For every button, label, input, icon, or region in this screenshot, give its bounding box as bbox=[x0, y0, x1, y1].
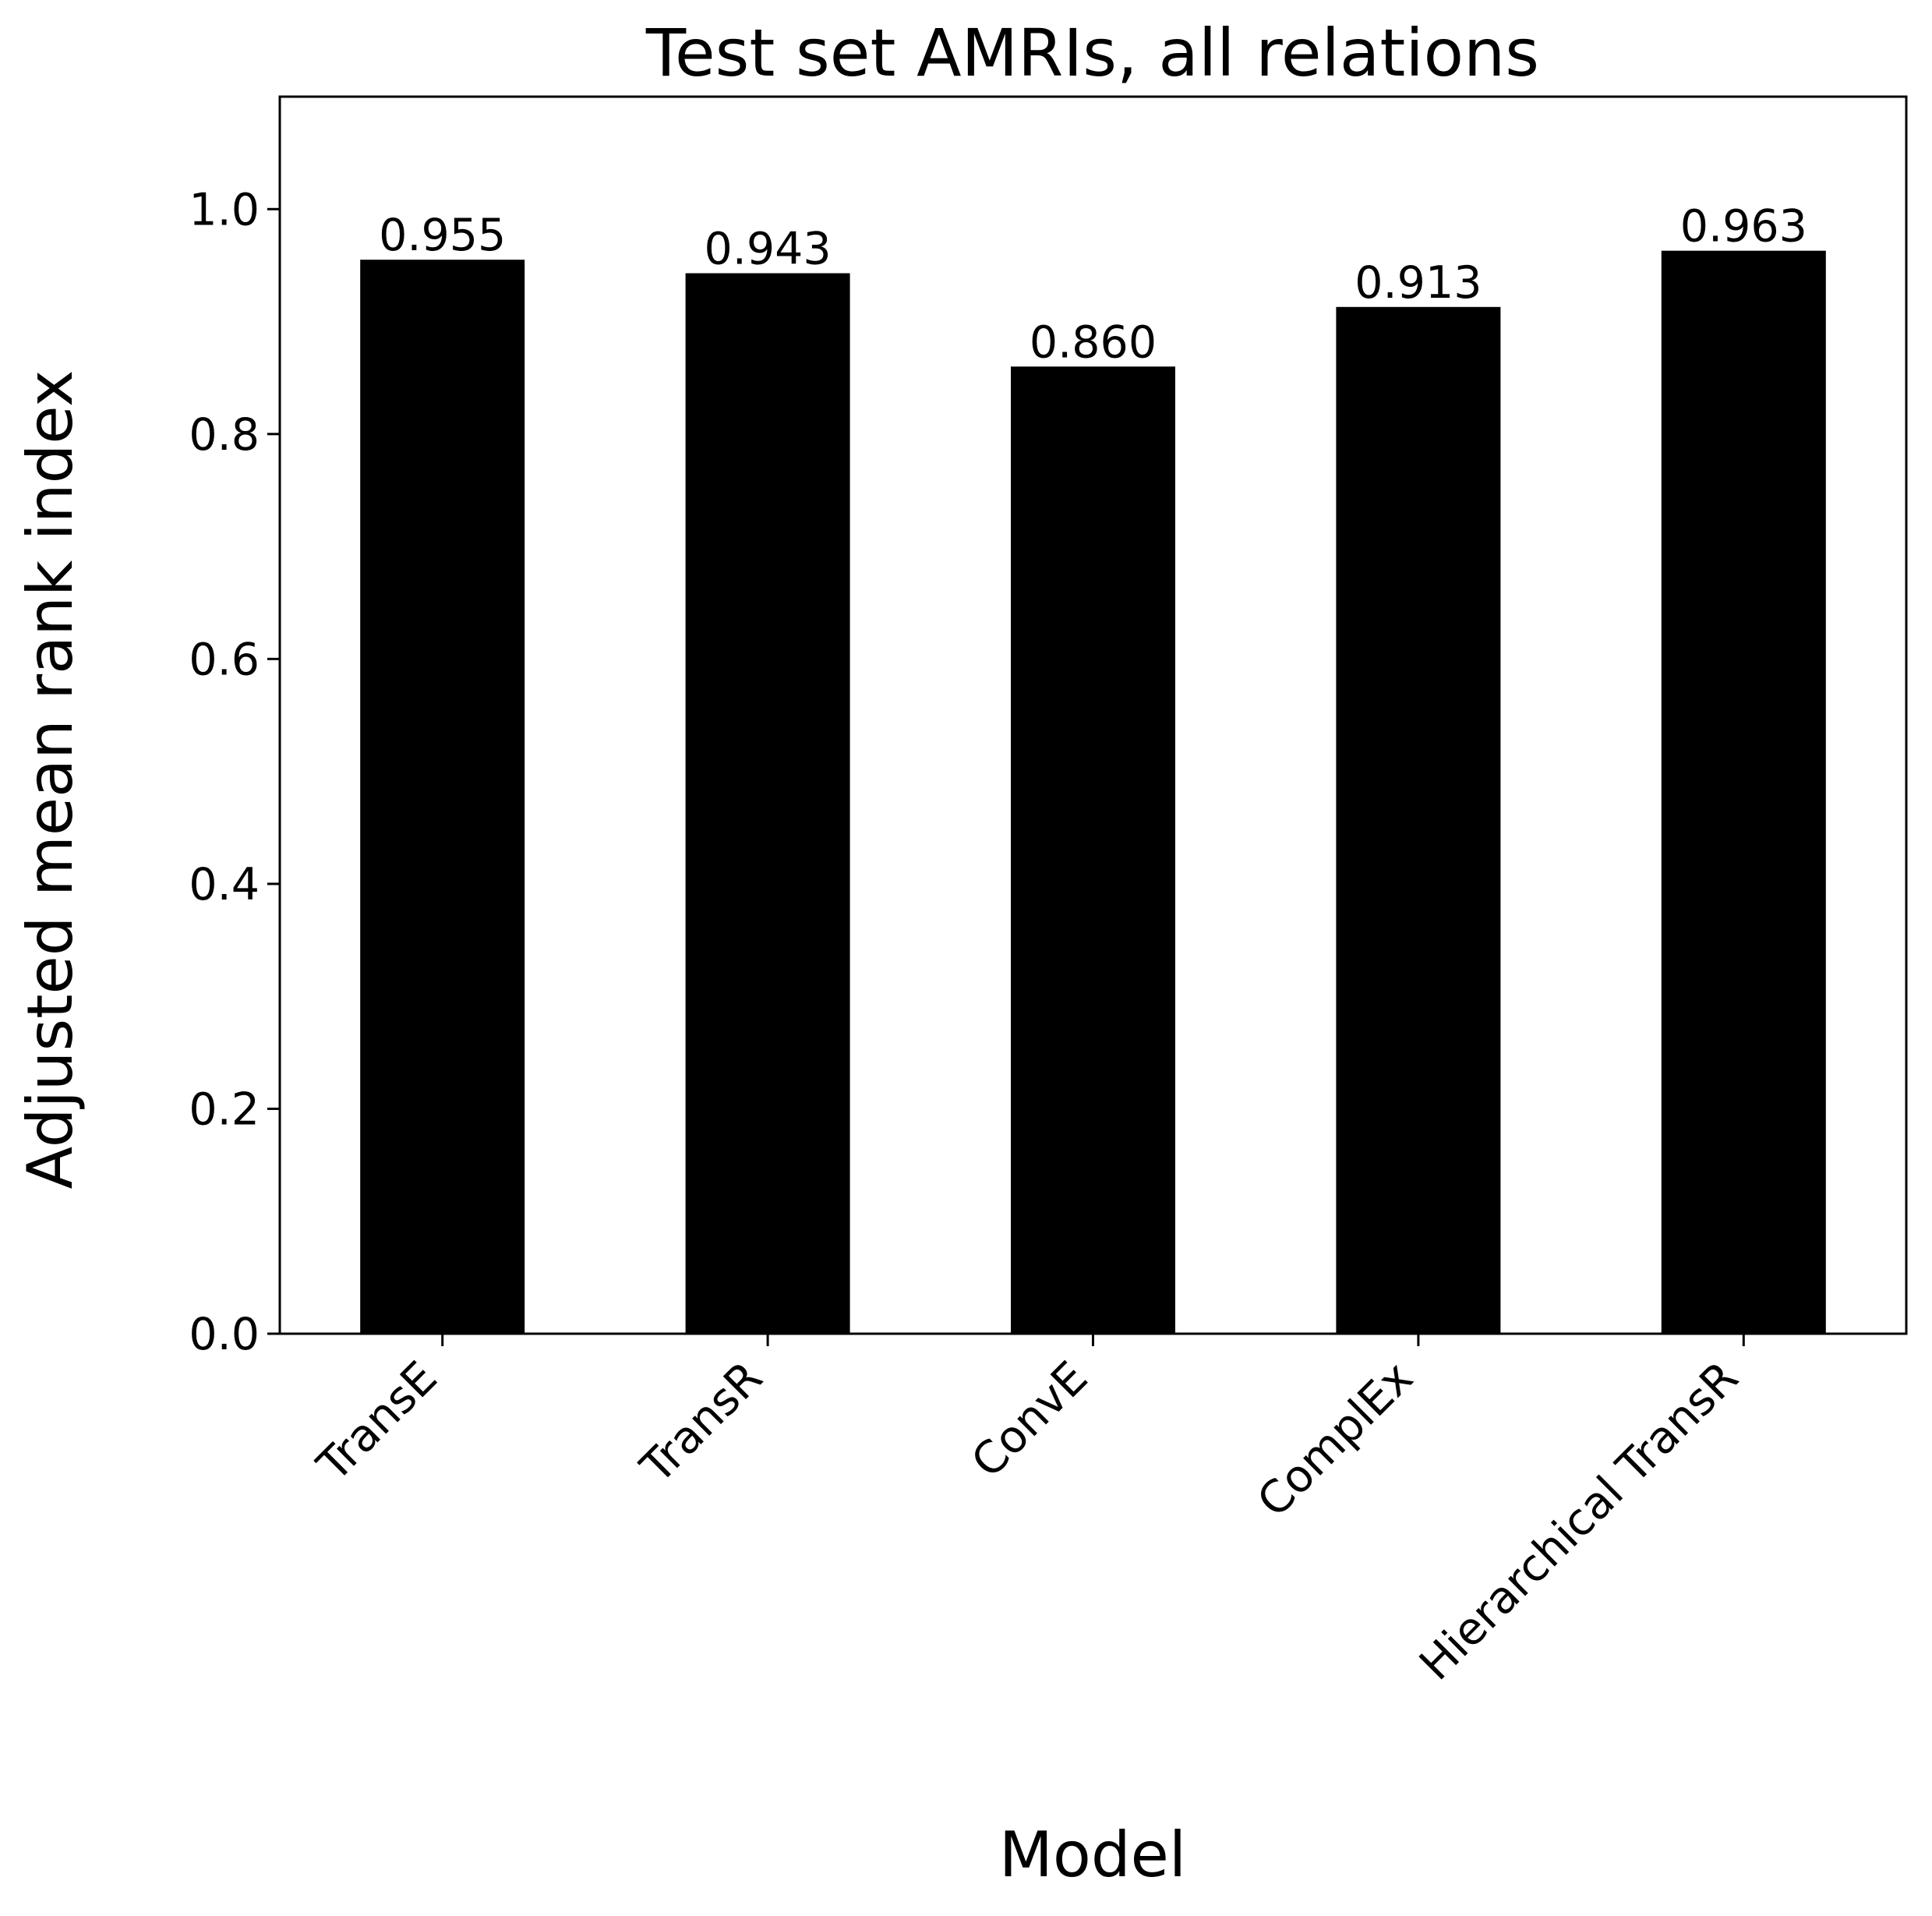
bar-value-label: 0.963 bbox=[1680, 201, 1807, 253]
bar-transr bbox=[685, 273, 850, 1334]
bar-value-label: 0.860 bbox=[1030, 316, 1157, 368]
y-tick-label: 0.2 bbox=[189, 1083, 260, 1135]
y-axis: 0.0 0.2 0.4 0.6 0.8 1.0 bbox=[189, 184, 280, 1360]
value-labels-group: 0.955 0.943 0.860 0.913 0.963 bbox=[379, 201, 1807, 369]
bar-complex bbox=[1336, 306, 1501, 1334]
bar-value-label: 0.955 bbox=[379, 210, 506, 261]
y-tick-label: 0.4 bbox=[189, 859, 260, 910]
plot-area-frame bbox=[278, 95, 1908, 1335]
chart-title: Test set AMRIs, all relations bbox=[645, 15, 1539, 91]
bar-value-label: 0.943 bbox=[705, 224, 832, 275]
y-tick-label: 0.8 bbox=[189, 409, 260, 461]
bar-transe bbox=[360, 260, 525, 1334]
x-axis-label: Model bbox=[999, 1819, 1186, 1891]
y-tick-label: 0.6 bbox=[189, 634, 260, 685]
bar-conve bbox=[1011, 366, 1175, 1334]
bar-hierarchical-transr bbox=[1661, 250, 1826, 1334]
y-axis-label: Adjusted mean rank index bbox=[14, 369, 87, 1189]
y-tick-label: 0.0 bbox=[189, 1309, 260, 1360]
y-tick-label: 1.0 bbox=[189, 184, 260, 235]
bars-group bbox=[360, 250, 1826, 1334]
bar-value-label: 0.913 bbox=[1355, 257, 1482, 309]
